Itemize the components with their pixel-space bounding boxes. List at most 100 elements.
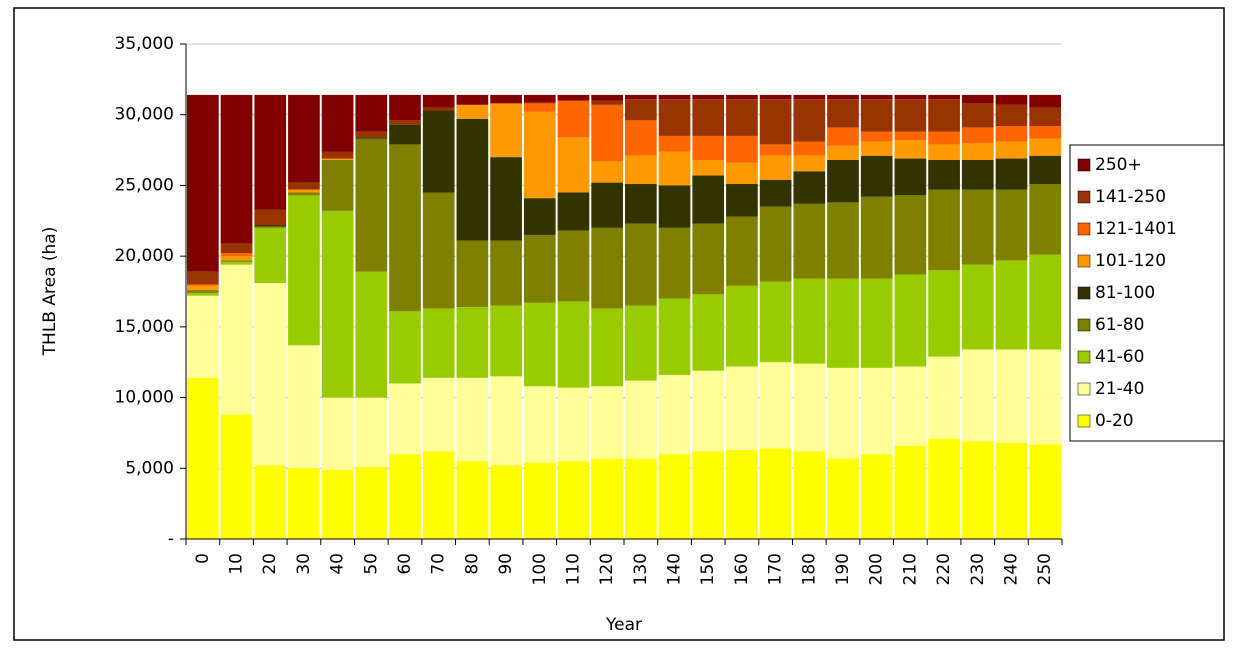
bar-segment — [220, 256, 253, 261]
legend-label: 41-60 — [1095, 347, 1144, 367]
bar-segment — [389, 94, 421, 121]
legend-swatch — [1077, 286, 1091, 300]
x-tick-label: 20 — [260, 553, 280, 575]
bar-segment — [658, 99, 691, 136]
bar-segment — [928, 189, 960, 271]
bar-segment — [254, 226, 287, 228]
bar-segment — [658, 298, 691, 375]
bar-segment — [658, 135, 691, 152]
bar-segment — [793, 171, 826, 204]
bar-segment — [894, 140, 927, 159]
bar-segment — [557, 100, 590, 138]
bar-segment — [591, 161, 623, 183]
bar-segment — [928, 356, 960, 439]
bar-segment — [928, 131, 960, 145]
bar-segment — [1029, 138, 1061, 156]
x-tick-label: 90 — [496, 553, 516, 575]
x-tick-label: 50 — [361, 553, 381, 575]
bar-segment — [490, 157, 522, 241]
bar-segment — [355, 138, 388, 272]
bar-segment — [355, 137, 388, 139]
bar-segment — [827, 127, 859, 146]
bar-segment — [692, 294, 725, 371]
bar-segment — [995, 94, 1028, 105]
bar-segment — [860, 141, 893, 156]
bar-segment — [759, 99, 792, 145]
bar-segment — [490, 103, 522, 158]
legend-swatch — [1077, 414, 1091, 428]
bar-segment — [355, 397, 388, 467]
bar-segment — [692, 94, 725, 100]
bar-segment — [995, 141, 1028, 159]
bar-segment — [288, 192, 320, 196]
bar-segment — [961, 127, 994, 143]
bar-segment — [692, 99, 725, 136]
x-tick-label: 100 — [530, 553, 550, 585]
bar-segment — [726, 162, 758, 185]
legend-label: 101-120 — [1095, 251, 1166, 271]
bar-segment — [759, 281, 792, 363]
bar-segment — [557, 192, 590, 231]
legend-swatch — [1077, 350, 1091, 364]
bar-segment — [692, 135, 725, 160]
bar-segment — [793, 203, 826, 279]
x-tick-label: 240 — [1001, 553, 1021, 585]
bar-segment — [288, 182, 320, 190]
bar-segment — [692, 223, 725, 295]
bar-segment — [995, 349, 1028, 443]
legend-box — [1069, 144, 1225, 442]
bar-segment — [759, 206, 792, 282]
bar-segment — [995, 442, 1028, 539]
legend-label: 21-40 — [1095, 379, 1144, 399]
bar-segment — [1029, 126, 1061, 139]
bar-segment — [187, 271, 219, 285]
bar-segment — [321, 94, 354, 152]
y-tick-label: 20,000 — [115, 246, 174, 266]
bar-segment — [692, 451, 725, 539]
y-tick-label: 25,000 — [115, 175, 174, 195]
bar-segment — [288, 94, 320, 183]
bar-segment — [692, 370, 725, 452]
bar-segment — [187, 94, 219, 272]
bar-segment — [625, 99, 657, 121]
bar-segment — [894, 274, 927, 367]
bar-segment — [456, 461, 489, 539]
y-tick-label: 5,000 — [125, 458, 174, 478]
bar-segment — [759, 94, 792, 100]
bar-segment — [523, 302, 556, 387]
y-tick-label: - — [168, 529, 174, 549]
bar-segment — [658, 185, 691, 228]
bar-segment — [456, 94, 489, 105]
y-tick-label: 10,000 — [115, 388, 174, 408]
bar-segment — [1029, 184, 1061, 255]
bar-segment — [557, 461, 590, 539]
bar-segment — [995, 260, 1028, 350]
x-tick-label: 190 — [833, 553, 853, 585]
bar-segment — [928, 159, 960, 190]
bar-segment — [591, 94, 623, 101]
bar-segment — [422, 451, 455, 539]
bar-segment — [523, 111, 556, 199]
bar-segment — [288, 189, 320, 193]
bar-segment — [793, 141, 826, 156]
bar-segment — [1029, 254, 1061, 350]
legend-label: 81-100 — [1095, 283, 1155, 303]
bar-segment — [456, 240, 489, 308]
bar-segment — [591, 308, 623, 387]
bar-segment — [490, 376, 522, 466]
x-tick-label: 120 — [597, 553, 617, 585]
bar-segment — [187, 290, 219, 293]
bar-segment — [692, 159, 725, 176]
bar-segment — [591, 386, 623, 459]
bar-segment — [961, 103, 994, 128]
legend-label: 121-1401 — [1095, 219, 1177, 239]
x-tick-label: 140 — [665, 553, 685, 585]
bar-segment — [793, 278, 826, 364]
x-tick-label: 60 — [395, 553, 415, 575]
x-tick-label: 170 — [766, 553, 786, 585]
bar-segment — [961, 189, 994, 265]
bar-segment — [793, 94, 826, 100]
bar-segment — [894, 158, 927, 196]
bar-segment — [625, 94, 657, 100]
